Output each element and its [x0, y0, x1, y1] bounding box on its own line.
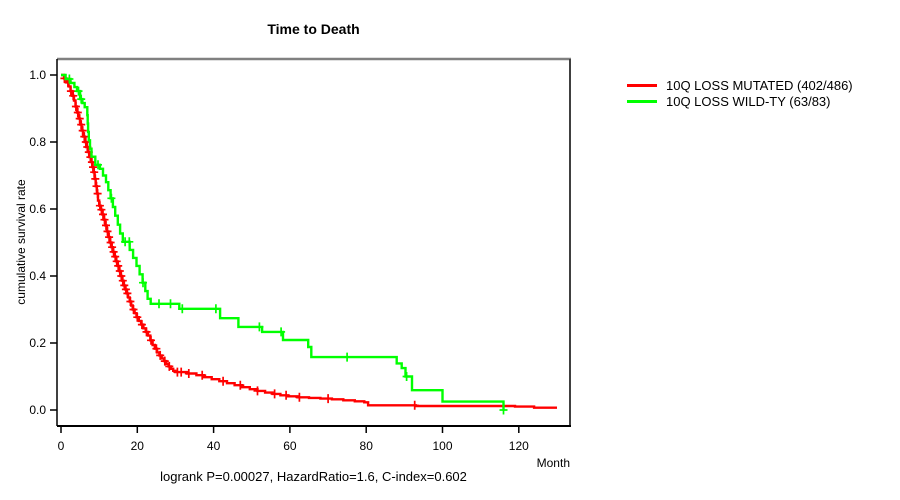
- y-tick-label: 0.6: [29, 202, 46, 216]
- x-tick-label: 40: [207, 439, 221, 453]
- stats-footnote: logrank P=0.00027, HazardRatio=1.6, C-in…: [160, 469, 467, 484]
- legend-item-wildtype: 10Q LOSS WILD-TY (63/83): [627, 93, 853, 109]
- y-axis-title: cumulative survival rate: [14, 179, 28, 305]
- legend-label-mutated: 10Q LOSS MUTATED (402/486): [666, 77, 853, 93]
- legend-item-mutated: 10Q LOSS MUTATED (402/486): [627, 77, 853, 93]
- x-tick-label: 100: [432, 439, 452, 453]
- survival-curve-1: [61, 73, 505, 410]
- x-tick-label: 20: [131, 439, 145, 453]
- y-tick-label: 0.0: [29, 403, 46, 417]
- x-tick-label: 120: [509, 439, 529, 453]
- censor-marks-0: [60, 73, 419, 410]
- y-tick-label: 1.0: [29, 68, 46, 82]
- x-axis-title: Month: [536, 456, 570, 470]
- survival-curve-0: [61, 73, 557, 409]
- censor-marks-1: [65, 74, 508, 415]
- chart-title: Time to Death: [267, 21, 360, 37]
- legend-line-mutated-icon: [627, 83, 657, 87]
- legend: 10Q LOSS MUTATED (402/486) 10Q LOSS WILD…: [627, 77, 853, 109]
- y-tick-label: 0.2: [29, 336, 46, 350]
- legend-label-wildtype: 10Q LOSS WILD-TY (63/83): [666, 93, 831, 109]
- legend-line-wildtype-icon: [627, 99, 657, 103]
- x-tick-label: 80: [360, 439, 374, 453]
- y-tick-label: 0.8: [29, 135, 46, 149]
- x-tick-label: 60: [283, 439, 297, 453]
- y-tick-label: 0.4: [29, 269, 46, 283]
- x-tick-label: 0: [58, 439, 65, 453]
